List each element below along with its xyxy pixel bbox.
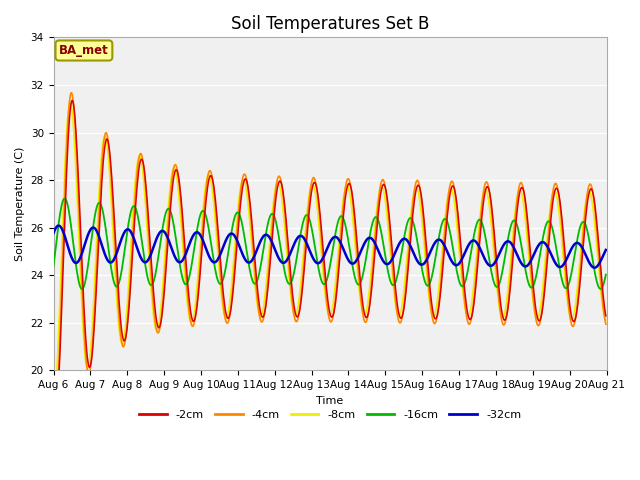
Title: Soil Temperatures Set B: Soil Temperatures Set B xyxy=(231,15,429,33)
Legend: -2cm, -4cm, -8cm, -16cm, -32cm: -2cm, -4cm, -8cm, -16cm, -32cm xyxy=(134,406,525,425)
Text: BA_met: BA_met xyxy=(59,44,109,57)
X-axis label: Time: Time xyxy=(316,396,344,406)
Y-axis label: Soil Temperature (C): Soil Temperature (C) xyxy=(15,147,25,261)
